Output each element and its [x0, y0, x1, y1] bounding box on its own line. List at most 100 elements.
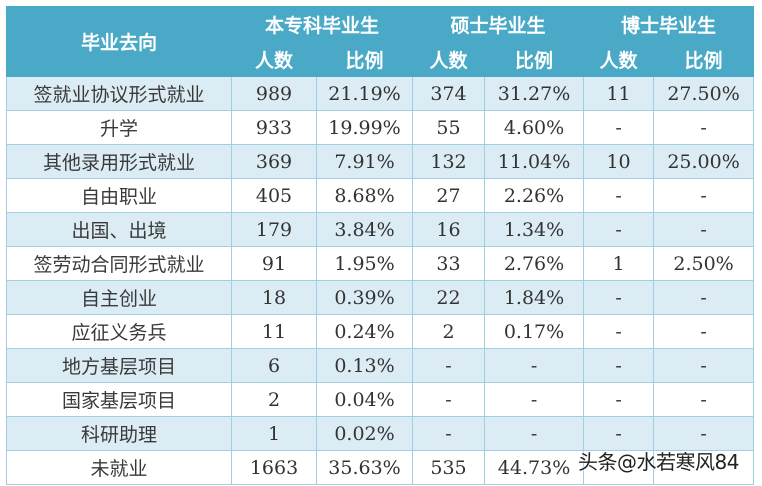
- cell-undergrad-ratio: 19.99%: [315, 110, 414, 145]
- cell-undergrad-count: 18: [231, 280, 317, 315]
- cell-master-count: -: [412, 348, 486, 383]
- cell-undergrad-count: 6: [231, 348, 317, 383]
- header-group-phd: 博士毕业生: [583, 6, 755, 42]
- cell-master-count: 535: [412, 450, 486, 485]
- row-category: 地方基层项目: [6, 348, 232, 383]
- row-category: 应征义务兵: [6, 314, 232, 349]
- cell-undergrad-ratio: 3.84%: [315, 212, 414, 247]
- cell-phd-count: -: [583, 212, 655, 247]
- subheader-ratio: 比例: [484, 41, 585, 77]
- table-row: 自主创业 18 0.39% 22 1.84% - -: [6, 280, 755, 315]
- cell-phd-ratio: -: [653, 178, 755, 213]
- header-row-groups: 毕业去向 本专科毕业生 硕士毕业生 博士毕业生: [6, 6, 755, 77]
- table-row: 签就业协议形式就业 989 21.19% 374 31.27% 11 27.50…: [6, 76, 755, 111]
- cell-master-ratio: 11.04%: [484, 144, 585, 179]
- table-row: 地方基层项目 6 0.13% - - - -: [6, 348, 755, 383]
- watermark: 头条@水若寒风84: [578, 450, 739, 474]
- cell-undergrad-count: 11: [231, 314, 317, 349]
- row-category: 其他录用形式就业: [6, 144, 232, 179]
- row-category: 科研助理: [6, 416, 232, 451]
- cell-master-count: 55: [412, 110, 486, 145]
- cell-undergrad-count: 179: [231, 212, 317, 247]
- cell-master-ratio: 1.34%: [484, 212, 585, 247]
- cell-undergrad-ratio: 1.95%: [315, 246, 414, 281]
- cell-phd-ratio: -: [653, 348, 755, 383]
- cell-master-ratio: 0.17%: [484, 314, 585, 349]
- table-row: 应征义务兵 11 0.24% 2 0.17% - -: [6, 314, 755, 349]
- subheader-count: 人数: [583, 41, 655, 77]
- cell-undergrad-count: 2: [231, 382, 317, 417]
- table-row: 出国、出境 179 3.84% 16 1.34% - -: [6, 212, 755, 247]
- cell-undergrad-ratio: 0.39%: [315, 280, 414, 315]
- cell-master-count: 2: [412, 314, 486, 349]
- row-category: 自主创业: [6, 280, 232, 315]
- subheader-ratio: 比例: [653, 41, 755, 77]
- cell-master-count: -: [412, 382, 486, 417]
- cell-phd-count: -: [583, 314, 655, 349]
- row-category: 自由职业: [6, 178, 232, 213]
- header-row-sub: 人数 比例 人数 比例 人数 比例: [7, 41, 755, 77]
- cell-master-ratio: 4.60%: [484, 110, 585, 145]
- cell-master-count: 22: [412, 280, 486, 315]
- cell-undergrad-count: 91: [231, 246, 317, 281]
- cell-undergrad-count: 369: [231, 144, 317, 179]
- table-row: 自由职业 405 8.68% 27 2.26% - -: [6, 178, 755, 213]
- cell-phd-count: -: [583, 382, 655, 417]
- cell-phd-ratio: 2.50%: [653, 246, 755, 281]
- subheader-ratio: 比例: [315, 41, 414, 77]
- cell-undergrad-count: 933: [231, 110, 317, 145]
- table-row: 其他录用形式就业 369 7.91% 132 11.04% 10 25.00%: [6, 144, 755, 179]
- cell-phd-ratio: -: [653, 110, 755, 145]
- cell-phd-ratio: -: [653, 314, 755, 349]
- cell-master-count: 374: [412, 76, 486, 111]
- cell-master-ratio: -: [484, 348, 585, 383]
- table-row: 国家基层项目 2 0.04% - - - -: [6, 382, 755, 417]
- table-row: 未就业 1663 35.63% 535 44.73%: [6, 450, 755, 485]
- row-category: 国家基层项目: [6, 382, 232, 417]
- cell-phd-count: 10: [583, 144, 655, 179]
- cell-phd-count: -: [583, 178, 655, 213]
- cell-undergrad-ratio: 8.68%: [315, 178, 414, 213]
- cell-undergrad-ratio: 0.02%: [315, 416, 414, 451]
- table-header: 毕业去向 本专科毕业生 硕士毕业生 博士毕业生 人数 比例 人数 比例 人数 比…: [6, 6, 755, 77]
- cell-undergrad-count: 989: [231, 76, 317, 111]
- header-group-master: 硕士毕业生: [412, 6, 585, 42]
- cell-master-count: 16: [412, 212, 486, 247]
- cell-undergrad-ratio: 0.24%: [315, 314, 414, 349]
- row-category: 签劳动合同形式就业: [6, 246, 232, 281]
- cell-master-ratio: -: [484, 416, 585, 451]
- cell-phd-ratio: 25.00%: [653, 144, 755, 179]
- subheader-count: 人数: [412, 41, 486, 77]
- cell-phd-ratio: -: [653, 280, 755, 315]
- cell-phd-count: -: [583, 416, 655, 451]
- cell-undergrad-ratio: 7.91%: [315, 144, 414, 179]
- cell-phd-ratio: 27.50%: [653, 76, 755, 111]
- cell-undergrad-ratio: 0.04%: [315, 382, 414, 417]
- subheader-count: 人数: [231, 41, 317, 77]
- table-row: 科研助理 1 0.02% - - - -: [6, 416, 755, 451]
- cell-undergrad-count: 1663: [231, 450, 317, 485]
- cell-master-ratio: 2.26%: [484, 178, 585, 213]
- table-body: 签就业协议形式就业 989 21.19% 374 31.27% 11 27.50…: [6, 76, 755, 485]
- cell-phd-count: 1: [583, 246, 655, 281]
- cell-undergrad-count: 405: [231, 178, 317, 213]
- header-group-undergrad: 本专科毕业生: [230, 6, 414, 42]
- cell-master-ratio: 44.73%: [484, 450, 585, 485]
- cell-undergrad-ratio: 0.13%: [315, 348, 414, 383]
- row-category: 未就业: [6, 450, 232, 485]
- cell-phd-count: -: [583, 110, 655, 145]
- cell-phd-count: -: [583, 348, 655, 383]
- row-category: 签就业协议形式就业: [6, 76, 232, 111]
- cell-undergrad-ratio: 21.19%: [315, 76, 414, 111]
- cell-phd-ratio: -: [653, 416, 755, 451]
- cell-phd-ratio: -: [653, 212, 755, 247]
- cell-master-count: -: [412, 416, 486, 451]
- cell-master-ratio: 2.76%: [484, 246, 585, 281]
- table-row: 签劳动合同形式就业 91 1.95% 33 2.76% 1 2.50%: [6, 246, 755, 281]
- cell-undergrad-count: 1: [231, 416, 317, 451]
- cell-phd-count: -: [583, 280, 655, 315]
- cell-master-ratio: 1.84%: [484, 280, 585, 315]
- cell-undergrad-ratio: 35.63%: [315, 450, 414, 485]
- cell-phd-count: [583, 450, 655, 485]
- employment-destination-table: 毕业去向 本专科毕业生 硕士毕业生 博士毕业生 人数 比例 人数 比例 人数 比…: [6, 6, 755, 485]
